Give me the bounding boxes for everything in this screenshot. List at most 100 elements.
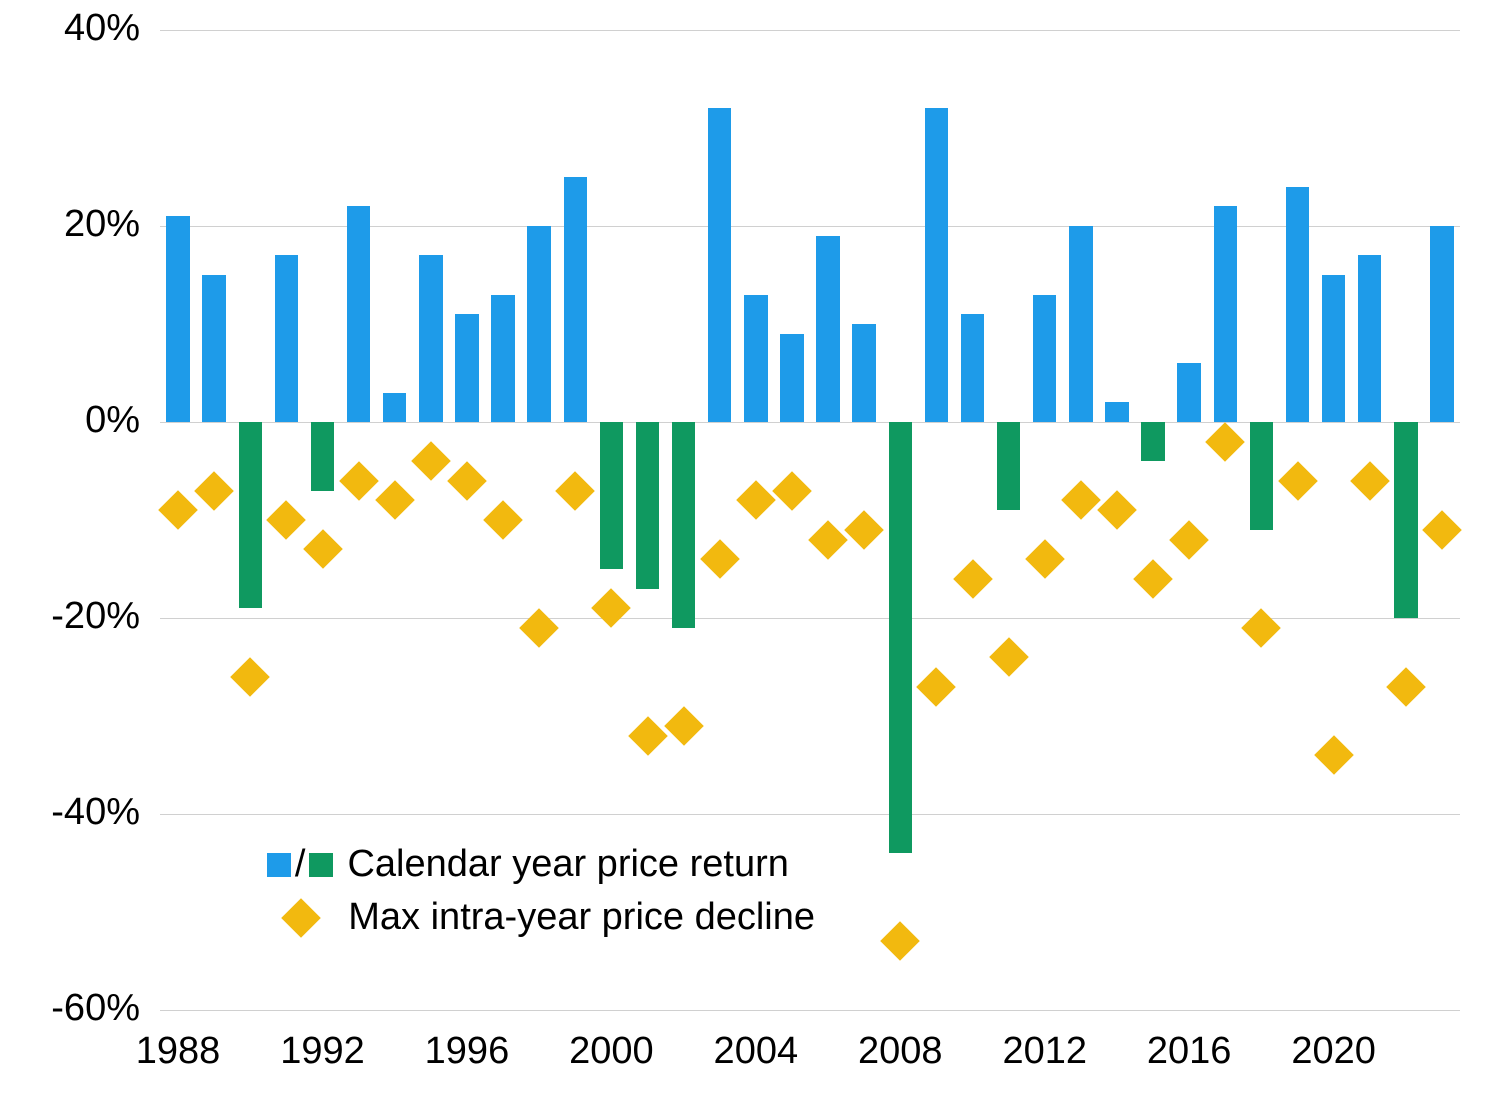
legend-diamond-icon: [281, 898, 321, 938]
return-bar: [419, 255, 442, 422]
decline-marker: [555, 471, 595, 511]
returns-chart: -60% -40% -20% 0% 20% 40% 1988 1992 1996 2000 2004…: [0, 0, 1489, 1101]
x-axis-label: 2008: [858, 1030, 943, 1073]
decline-marker: [303, 530, 343, 570]
return-bar: [1250, 422, 1273, 530]
decline-marker: [700, 539, 740, 579]
return-bar: [311, 422, 334, 491]
decline-marker: [519, 608, 559, 648]
decline-marker: [1242, 608, 1282, 648]
x-axis-label: 2012: [1002, 1030, 1087, 1073]
decline-marker: [1061, 481, 1101, 521]
decline-marker: [1278, 461, 1318, 501]
decline-marker: [592, 588, 632, 628]
x-axis-label: 1996: [425, 1030, 510, 1073]
decline-marker: [880, 922, 920, 962]
return-bar: [672, 422, 695, 628]
decline-marker: [483, 500, 523, 540]
return-bar: [239, 422, 262, 608]
return-bar: [347, 206, 370, 422]
return-bar: [1177, 363, 1200, 422]
legend-label-returns: Calendar year price return: [347, 843, 788, 886]
x-axis-label: 1992: [280, 1030, 365, 1073]
decline-marker: [917, 667, 957, 707]
x-axis-label: 2000: [569, 1030, 654, 1073]
legend-row-decline: Max intra-year price decline: [267, 896, 815, 939]
decline-marker: [736, 481, 776, 521]
decline-marker: [375, 481, 415, 521]
return-bar: [527, 226, 550, 422]
return-bar: [1430, 226, 1453, 422]
decline-marker: [1422, 510, 1462, 550]
decline-marker: [447, 461, 487, 501]
legend-label-decline: Max intra-year price decline: [348, 896, 815, 939]
return-bar: [1322, 275, 1345, 422]
return-bar: [564, 177, 587, 422]
decline-marker: [230, 657, 270, 697]
return-bar: [1214, 206, 1237, 422]
x-axis-label: 2004: [714, 1030, 799, 1073]
return-bar: [383, 393, 406, 422]
gridline: [160, 30, 1460, 31]
return-bar: [1105, 402, 1128, 422]
decline-marker: [194, 471, 234, 511]
return-bar: [925, 108, 948, 422]
return-bar: [202, 275, 225, 422]
return-bar: [275, 255, 298, 422]
return-bar: [1069, 226, 1092, 422]
decline-marker: [267, 500, 307, 540]
return-bar: [708, 108, 731, 422]
return-bar: [455, 314, 478, 422]
y-axis-label: -20%: [51, 595, 140, 638]
return-bar: [852, 324, 875, 422]
gridline: [160, 1010, 1460, 1011]
decline-marker: [1205, 422, 1245, 462]
y-axis-label: 0%: [85, 399, 140, 442]
decline-marker: [1025, 539, 1065, 579]
decline-marker: [1314, 735, 1354, 775]
decline-marker: [989, 637, 1029, 677]
decline-marker: [628, 716, 668, 756]
y-axis-label: 20%: [64, 203, 140, 246]
x-axis-label: 2016: [1147, 1030, 1232, 1073]
decline-marker: [1169, 520, 1209, 560]
legend-swatch-positive: [267, 853, 291, 877]
legend-swatch-negative: [309, 853, 333, 877]
legend-row-returns: / Calendar year price return: [267, 843, 815, 886]
return-bar: [961, 314, 984, 422]
legend-slash: /: [295, 843, 306, 886]
legend: / Calendar year price return Max intra-yea…: [267, 843, 815, 949]
decline-marker: [808, 520, 848, 560]
return-bar: [166, 216, 189, 422]
return-bar: [1141, 422, 1164, 461]
y-axis-label: -40%: [51, 791, 140, 834]
decline-marker: [1097, 490, 1137, 530]
return-bar: [600, 422, 623, 569]
gridline: [160, 814, 1460, 815]
decline-marker: [953, 559, 993, 599]
decline-marker: [1386, 667, 1426, 707]
x-axis-label: 1988: [136, 1030, 221, 1073]
return-bar: [491, 295, 514, 422]
return-bar: [1394, 422, 1417, 618]
x-axis-label: 2020: [1291, 1030, 1376, 1073]
decline-marker: [339, 461, 379, 501]
y-axis-label: 40%: [64, 7, 140, 50]
y-axis-label: -60%: [51, 987, 140, 1030]
return-bar: [1033, 295, 1056, 422]
return-bar: [744, 295, 767, 422]
return-bar: [1286, 187, 1309, 422]
return-bar: [636, 422, 659, 589]
decline-marker: [1133, 559, 1173, 599]
return-bar: [997, 422, 1020, 510]
decline-marker: [772, 471, 812, 511]
return-bar: [889, 422, 912, 853]
decline-marker: [411, 441, 451, 481]
return-bar: [816, 236, 839, 422]
decline-marker: [664, 706, 704, 746]
decline-marker: [1350, 461, 1390, 501]
decline-marker: [844, 510, 884, 550]
return-bar: [780, 334, 803, 422]
return-bar: [1358, 255, 1381, 422]
decline-marker: [158, 490, 198, 530]
